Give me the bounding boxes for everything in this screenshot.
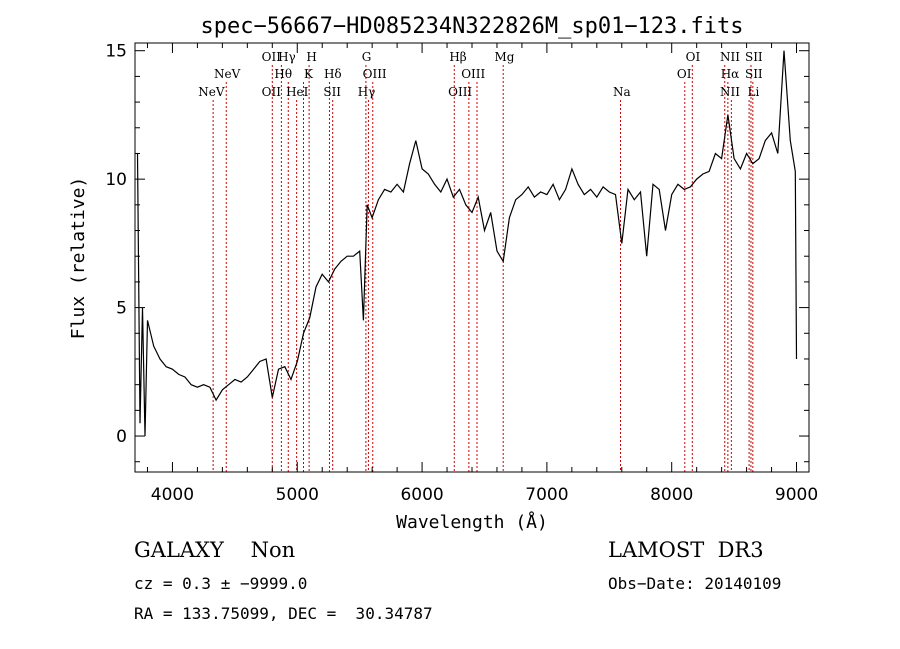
spectral-line-label: NeV	[198, 85, 225, 99]
obs-date-label: Obs−Date: 20140109	[608, 574, 782, 593]
x-tick-label: 6000	[400, 485, 443, 505]
spectral-line-label: OI	[677, 67, 692, 81]
object-subclass-label: Non	[250, 538, 296, 562]
survey-label: LAMOST DR3	[608, 538, 764, 562]
spectral-line-label: Na	[613, 85, 631, 99]
spectral-line-label: SII	[745, 50, 763, 64]
x-axis: 4000 5000 6000 7000 8000 9000	[146, 43, 818, 505]
y-tick-label: 10	[105, 170, 127, 190]
chart-title: spec−56667−HD085234N322826M_sp01−123.fit…	[200, 14, 743, 39]
x-tick-label: 9000	[775, 485, 818, 505]
x-tick-label: 7000	[525, 485, 568, 505]
spectral-line-label: NII	[720, 85, 740, 99]
y-tick-label: 15	[105, 42, 127, 62]
y-axis: 0 5 10 15	[105, 42, 809, 463]
spectral-line-label: H	[306, 50, 316, 64]
spectral-line-label: OI	[686, 50, 701, 64]
object-class: GALAXY Non	[134, 538, 295, 562]
x-tick-label: 5000	[276, 485, 319, 505]
x-tick-label: 8000	[650, 485, 693, 505]
spectral-line-label: G	[362, 50, 372, 64]
y-axis-title: Flux (relative)	[68, 177, 89, 340]
spectral-line-label: Li	[748, 85, 760, 99]
spectral-line-label: OII	[262, 85, 282, 99]
x-tick-label: 4000	[151, 485, 194, 505]
spectral-line-label: OII	[262, 50, 282, 64]
spectral-line-markers	[212, 65, 754, 472]
spectral-line-label: Hγ	[278, 50, 296, 64]
spectral-line-label: Hα	[721, 67, 740, 81]
spectral-line-label: K	[304, 67, 314, 81]
coordinates-label: RA = 133.75099, DEC = 30.34787	[134, 604, 433, 623]
redshift-label: cz = 0.3 ± −9999.0	[134, 574, 308, 593]
spectral-line-label: OIII	[448, 85, 472, 99]
spectral-line-label: NeV	[214, 67, 241, 81]
spectral-line-label: NII	[720, 50, 740, 64]
y-tick-label: 5	[116, 299, 127, 319]
spectral-line-label: Mg	[494, 50, 514, 64]
spectral-line-label: HeI	[286, 85, 309, 99]
spectral-line-label: Hθ	[274, 67, 292, 81]
x-axis-title: Wavelength (Å)	[396, 511, 548, 533]
spectral-line-label: Hδ	[324, 67, 342, 81]
spectral-line-label: SII	[323, 85, 341, 99]
spectral-line-label: Hγ	[358, 85, 376, 99]
spectral-line-label: SII	[745, 67, 763, 81]
spectrum-line	[136, 50, 798, 437]
y-tick-label: 0	[116, 427, 127, 447]
spectral-line-label: OIII	[363, 67, 387, 81]
spectral-line-label: OIII	[461, 67, 485, 81]
spectral-line-labels: NeVNeVOIIOIIHγHθHKHeIHδSIIGOIIIHγHβOIIIO…	[198, 50, 763, 99]
object-class-label: GALAXY	[134, 538, 224, 562]
spectral-line-label: Hβ	[449, 50, 466, 64]
plot-frame	[134, 42, 810, 473]
